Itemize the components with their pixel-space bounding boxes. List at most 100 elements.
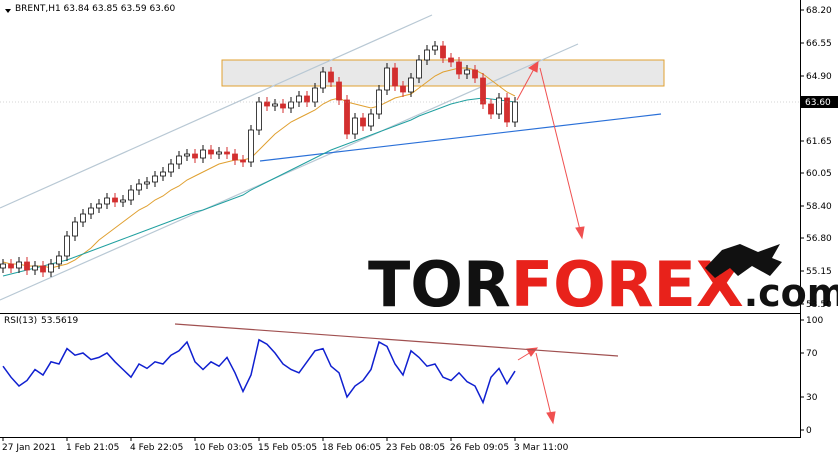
candle-body [48,263,54,273]
candle-body [256,101,262,131]
forecast-arrows [516,60,585,425]
candle-body [504,97,510,123]
y-tick-label: 56.80 [806,234,832,244]
candle-body [352,117,358,135]
last-price-label: 63.60 [805,98,831,108]
candle-body [296,95,302,103]
candle-body [216,151,222,155]
x-tick-label: 4 Feb 22:05 [130,443,183,453]
candle-body [464,69,470,75]
x-tick-label: 1 Feb 21:05 [66,443,119,453]
candle-body [304,95,310,103]
candle-body [64,235,70,257]
moving-average [2,97,516,277]
resistance-zone [221,59,665,87]
candle-body [328,71,334,83]
y-tick-label: 60.05 [806,169,832,179]
x-tick-label: 27 Jan 2021 [2,443,56,453]
candle-body [368,113,374,127]
candle-body [488,103,494,115]
candle-body [288,101,294,109]
candle-body [456,61,462,75]
candle-body [432,45,438,51]
y-tick-label: 55.15 [806,267,832,277]
candle-body [32,265,38,271]
candle-body [40,265,46,273]
candle-body [160,171,166,177]
candle-body [208,149,214,155]
candle-body [272,103,278,107]
candle-body [336,81,342,101]
candle-body [192,153,198,159]
x-tick-label: 10 Feb 03:05 [194,443,253,453]
candle-body [248,129,254,163]
y-tick-label: 70 [806,349,818,359]
y-tick-label: 68.20 [806,6,832,16]
x-tick-label: 3 Mar 11:00 [514,443,569,453]
candle-body [0,263,6,269]
candle-body [136,183,142,191]
candle-body [512,101,518,123]
y-tick-label: 53.50 [806,300,832,310]
candle-body [496,97,502,115]
candle-body [416,59,422,79]
candle-body [104,197,110,205]
chart-title: BRENT,H1 63.84 63.85 63.59 63.60 [15,4,175,14]
candle-body [320,71,326,89]
candle-body [168,163,174,173]
x-tick-label: 26 Feb 09:05 [450,443,509,453]
candle-body [176,155,182,165]
x-tick-label: 18 Feb 06:05 [322,443,381,453]
menu-triangle [5,9,11,13]
candle-body [112,197,118,203]
candle-body [424,49,430,61]
y-tick-label: 58.40 [806,202,832,212]
arrow-head [575,226,585,240]
y-tick-label: 66.55 [806,39,832,49]
arrow-head [546,411,556,425]
arrow-head [528,60,539,73]
watermark-part: .com [744,271,838,315]
candle-body [344,99,350,135]
x-tick-label: 15 Feb 05:05 [258,443,317,453]
support-line [259,113,662,162]
candle-body [472,69,478,79]
y-tick-label: 100 [806,316,823,326]
rsi-title: RSI(13) [4,316,37,326]
candle-body [408,77,414,93]
candle-body [24,261,30,271]
candle-body [8,263,14,269]
candle-body [400,85,406,93]
candle-body [128,189,134,201]
candle-body [152,175,158,183]
watermark: TORFOREX.com [368,248,838,321]
bull-icon [705,244,782,278]
candle-body [312,87,318,103]
candle-body [440,45,446,59]
watermark-part: TOR [368,248,511,321]
candle-body [232,153,238,161]
rsi-trend-line [174,323,619,357]
channel-line [0,14,433,209]
rsi-line [2,338,516,405]
y-tick-label: 64.90 [806,72,832,82]
arrow [517,351,532,361]
candle-body [144,181,150,185]
candle-body [224,151,230,155]
candle-body [184,153,190,157]
y-tick-label: 61.65 [806,137,832,147]
y-tick-label: 0 [806,426,812,436]
candle-body [392,67,398,87]
marks [0,41,518,405]
candle-body [200,149,206,159]
x-tick-label: 23 Feb 08:05 [386,443,445,453]
candle-body [280,103,286,109]
arrow [535,352,552,416]
watermark-part: FOREX [511,248,744,321]
rsi-value: 53.5619 [41,316,78,326]
candle-body [72,221,78,237]
arrow [516,66,536,101]
candle-body [80,213,86,223]
candle-body [240,159,246,163]
moving-average [2,67,516,269]
